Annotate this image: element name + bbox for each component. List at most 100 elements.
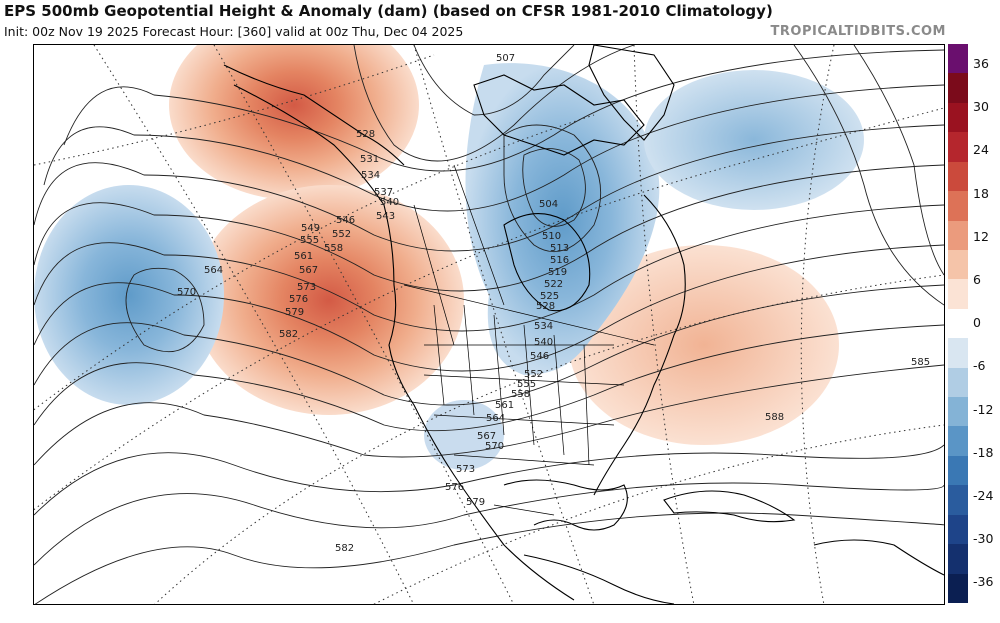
contour-label: 540 bbox=[380, 197, 399, 208]
contour-label: 546 bbox=[336, 215, 355, 226]
contour-label: 555 bbox=[300, 235, 319, 246]
colorbar-segment bbox=[948, 44, 968, 74]
colorbar-tick-label: -30 bbox=[973, 531, 994, 547]
colorbar-tick-label: 30 bbox=[973, 99, 989, 115]
contour-label: 564 bbox=[204, 265, 223, 276]
colorbar-tick-label: -18 bbox=[973, 444, 994, 460]
colorbar-tick-label: -36 bbox=[973, 574, 994, 590]
political-boundaries bbox=[403, 164, 655, 516]
colorbar-segment bbox=[948, 132, 968, 163]
contour-label: 558 bbox=[511, 389, 530, 400]
contour-label: 516 bbox=[550, 255, 569, 266]
colorbar-segment bbox=[948, 73, 968, 104]
colorbar-segment bbox=[948, 426, 968, 457]
colorbar-segment bbox=[948, 544, 968, 575]
colorbar-segment bbox=[948, 191, 968, 221]
colorbar-tick-label: 36 bbox=[973, 56, 989, 71]
colorbar-segment bbox=[948, 514, 968, 545]
colorbar-segment bbox=[948, 279, 968, 310]
contour-label: 552 bbox=[524, 369, 543, 380]
colorbar-segment bbox=[948, 485, 968, 516]
negative-anomaly-greenland bbox=[644, 70, 864, 210]
anomaly-shading bbox=[34, 45, 864, 470]
contour-label: 549 bbox=[301, 223, 320, 234]
contour-label: 570 bbox=[485, 441, 504, 452]
contour-label: 543 bbox=[376, 211, 395, 222]
colorbar-segment bbox=[948, 220, 968, 251]
coastline-gulf bbox=[503, 479, 628, 531]
negative-anomaly-pacific bbox=[34, 185, 224, 405]
colorbar-tick-label: 24 bbox=[973, 142, 989, 158]
coastline-north-america-west bbox=[233, 84, 575, 601]
contour-label: 534 bbox=[534, 321, 553, 332]
contour-label: 567 bbox=[299, 265, 318, 276]
contour-label: 573 bbox=[456, 464, 475, 475]
colorbar-segment bbox=[948, 455, 968, 486]
colorbar-segment bbox=[948, 338, 968, 369]
colorbar-segment bbox=[948, 102, 968, 133]
coastline-east bbox=[593, 194, 686, 496]
site-watermark: TROPICALTIDBITS.COM bbox=[770, 24, 946, 39]
contour-label: 507 bbox=[496, 53, 515, 64]
coastline-cuba bbox=[663, 490, 796, 523]
contour-label: 567 bbox=[477, 431, 496, 442]
contour-label: 510 bbox=[542, 231, 561, 242]
coastline-alaska bbox=[223, 64, 405, 166]
positive-anomaly-atlantic bbox=[569, 245, 839, 445]
coastlines bbox=[223, 45, 944, 604]
contour-label: 540 bbox=[534, 337, 553, 348]
contour-label: 528 bbox=[356, 129, 375, 140]
colorbar-tick-label: 18 bbox=[973, 185, 989, 201]
contour-label: 531 bbox=[360, 154, 379, 165]
contour-label: 576 bbox=[445, 482, 464, 493]
colorbar-segment bbox=[948, 573, 968, 604]
contour-label: 555 bbox=[517, 379, 536, 390]
contour-label: 561 bbox=[294, 251, 313, 262]
contour-label: 537 bbox=[374, 187, 393, 198]
contour-label: 579 bbox=[466, 497, 485, 508]
colorbar-tick-label: -6 bbox=[973, 358, 986, 374]
colorbar-tick-label: 0 bbox=[973, 315, 981, 331]
chart-subtitle: Init: 00z Nov 19 2025 Forecast Hour: [36… bbox=[4, 24, 464, 39]
contour-label: 558 bbox=[324, 243, 343, 254]
contour-label: 588 bbox=[765, 412, 784, 423]
contour-label: 570 bbox=[177, 287, 196, 298]
colorbar-segment bbox=[948, 397, 968, 427]
contour-label: 534 bbox=[361, 170, 380, 181]
height-contours bbox=[34, 45, 944, 604]
colorbar-tick-label: -24 bbox=[973, 488, 994, 503]
contour-label: 573 bbox=[297, 282, 316, 293]
contour-label: 582 bbox=[279, 329, 298, 340]
coastline-arctic-islands bbox=[473, 74, 645, 156]
contour-label: 513 bbox=[550, 243, 569, 254]
contour-label: 525 bbox=[540, 291, 559, 302]
positive-anomaly-alaska bbox=[169, 45, 419, 200]
contour-label: 552 bbox=[332, 229, 351, 240]
colorbar-segment bbox=[948, 308, 968, 339]
contour-label: 528 bbox=[536, 301, 555, 312]
contour-label: 585 bbox=[911, 357, 930, 368]
contour-label: 561 bbox=[495, 400, 514, 411]
coastline-greenland bbox=[588, 45, 675, 141]
contour-label: 522 bbox=[544, 279, 563, 290]
graticule bbox=[34, 45, 944, 604]
coastline-south-america bbox=[813, 539, 944, 576]
contour-label: 579 bbox=[285, 307, 304, 318]
contour-label: 576 bbox=[289, 294, 308, 305]
colorbar-segment bbox=[948, 367, 968, 398]
coastline-central-america bbox=[523, 554, 675, 604]
colorbar-segment bbox=[948, 249, 968, 280]
contour-label: 546 bbox=[530, 351, 549, 362]
contour-label: 519 bbox=[548, 267, 567, 278]
anomaly-colorbar bbox=[948, 44, 968, 604]
contour-labels: 507 504 510 513 516 519 522 525 528 528 … bbox=[177, 53, 930, 554]
chart-title: EPS 500mb Geopotential Height & Anomaly … bbox=[4, 2, 773, 20]
colorbar-tick-label: 6 bbox=[973, 272, 981, 287]
colorbar-tick-label: 12 bbox=[973, 228, 989, 244]
map-panel: 507 504 510 513 516 519 522 525 528 528 … bbox=[33, 44, 945, 605]
map-canvas: 507 504 510 513 516 519 522 525 528 528 … bbox=[34, 45, 944, 604]
contour-label: 564 bbox=[486, 413, 505, 424]
colorbar-tick-label: -12 bbox=[973, 401, 994, 417]
coastline-hudson-bay bbox=[503, 213, 591, 312]
contour-label: 582 bbox=[335, 543, 354, 554]
